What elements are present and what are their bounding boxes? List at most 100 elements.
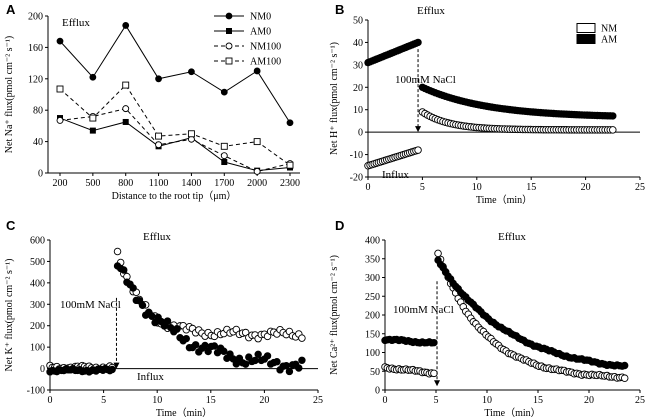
panel-c: C -100 0 100 200 300 400 500 600 0 5 10 15 20 25 Time（m… <box>0 212 325 418</box>
y-tick-label: -20 <box>350 173 363 184</box>
data-point <box>56 37 64 45</box>
x-tick-label: 15 <box>206 395 216 406</box>
data-point <box>430 369 438 378</box>
chart-d: D 0 50 100 150 200 250 300 350 400 0 5 10 15 20 25 Time（… <box>329 218 645 418</box>
chart-a: A 0 40 80 120 160 200 200 500 800 1100 1400 1700 2000… <box>4 2 300 202</box>
y-tick-label: 0 <box>40 364 45 375</box>
data-point <box>122 105 130 113</box>
efflux-label: Efflux <box>62 17 90 29</box>
data-point <box>56 116 64 124</box>
panel-a: A 0 40 80 120 160 200 200 500 800 1100 1400 1700 2000… <box>0 0 325 212</box>
x-tick-label: 25 <box>635 182 645 193</box>
x-tick-label: 2300 <box>280 178 300 189</box>
data-point <box>414 38 422 47</box>
y-tick-label: 400 <box>30 278 45 289</box>
data-point <box>263 352 272 360</box>
data-point <box>295 364 303 372</box>
data-point <box>251 356 259 365</box>
data-point <box>122 118 129 125</box>
data-point <box>138 301 147 310</box>
data-point <box>155 132 163 140</box>
x-tick-label: 10 <box>482 395 492 406</box>
data-point <box>182 334 190 343</box>
y-tick-label: 200 <box>28 12 43 23</box>
x-tick-label: 25 <box>313 395 323 406</box>
y-tick-label: 500 <box>30 257 45 268</box>
x-tick-label: 0 <box>366 182 371 193</box>
data-point <box>253 67 261 75</box>
x-axis-label: Time（min） <box>476 194 532 206</box>
y-axis-label: Net Ca²⁺ flux(pmol cm⁻² s⁻¹) <box>329 255 340 375</box>
data-point <box>220 88 228 96</box>
x-tick-label: 800 <box>118 178 133 189</box>
data-point <box>414 146 422 154</box>
y-tick-label: 150 <box>365 329 380 340</box>
x-tick-label: 10 <box>152 395 162 406</box>
influx-label: Influx <box>382 169 409 181</box>
data-point <box>430 338 438 347</box>
x-tick-label: 5 <box>434 395 439 406</box>
data-point <box>122 81 130 89</box>
y-tick-label: 100 <box>365 348 380 359</box>
legend-label: NM0 <box>250 12 271 23</box>
legend-label: AM0 <box>250 27 271 38</box>
data-point <box>226 28 232 34</box>
x-tick-label: 10 <box>472 182 482 193</box>
data-point <box>621 361 629 370</box>
y-tick-label: 10 <box>353 105 363 116</box>
data-point <box>241 360 250 368</box>
influx-label: Influx <box>137 371 164 383</box>
data-point <box>148 312 156 320</box>
y-tick-label: 250 <box>365 292 380 303</box>
panel-b: B -20 -10 0 10 20 30 40 50 0 5 10 15 20 25 Time（min） Net… <box>325 0 650 212</box>
data-point <box>220 347 228 355</box>
data-point <box>286 161 294 169</box>
chart-b: B -20 -10 0 10 20 30 40 50 0 5 10 15 20 25 Time（min） Net… <box>329 2 645 206</box>
y-tick-label: 200 <box>365 311 380 322</box>
y-tick-label: 160 <box>28 43 43 54</box>
y-axis-label: Net Na⁺ flux(pmol cm⁻² s⁻¹) <box>4 36 15 153</box>
data-point <box>225 42 233 50</box>
x-tick-label: 15 <box>526 182 536 193</box>
data-point <box>220 142 228 150</box>
panel-letter-d: D <box>335 218 344 233</box>
data-point <box>434 249 442 258</box>
data-point <box>187 130 195 138</box>
series-line <box>59 108 291 172</box>
series-line <box>59 24 291 124</box>
panel-letter-b: B <box>335 2 344 17</box>
x-tick-label: 15 <box>533 395 543 406</box>
treatment-label: 100mM NaCl <box>60 299 121 311</box>
x-tick-label: 20 <box>581 182 591 193</box>
x-tick-label: 1400 <box>181 178 201 189</box>
x-axis-label: Time（min） <box>484 407 540 418</box>
efflux-label: Efflux <box>143 231 171 243</box>
treatment-label: 100mM NaCl <box>393 304 454 316</box>
y-tick-label: 300 <box>365 273 380 284</box>
y-tick-label: 100 <box>30 343 45 354</box>
treatment-arrowhead <box>113 362 120 369</box>
x-tick-label: 200 <box>53 178 68 189</box>
y-tick-label: 40 <box>353 38 363 49</box>
series-line <box>59 117 291 172</box>
data-point <box>108 365 116 374</box>
data-point <box>609 126 617 134</box>
data-point <box>285 367 294 376</box>
data-point <box>89 127 96 134</box>
data-point <box>286 119 294 127</box>
y-tick-label: -10 <box>350 150 363 161</box>
data-point <box>155 141 163 149</box>
y-tick-label: 50 <box>353 16 363 27</box>
y-tick-label: 0 <box>358 128 363 139</box>
data-point <box>225 57 233 65</box>
treatment-arrowhead <box>434 380 441 387</box>
data-point <box>56 85 64 93</box>
x-tick-label: 0 <box>383 395 388 406</box>
y-tick-label: 80 <box>33 106 43 117</box>
panel-d: D 0 50 100 150 200 250 300 350 400 0 5 10 15 20 25 Time（… <box>325 212 650 418</box>
data-point <box>155 75 162 83</box>
data-point <box>163 317 172 325</box>
y-tick-label: -100 <box>27 386 45 397</box>
y-tick-label: 300 <box>30 300 45 311</box>
